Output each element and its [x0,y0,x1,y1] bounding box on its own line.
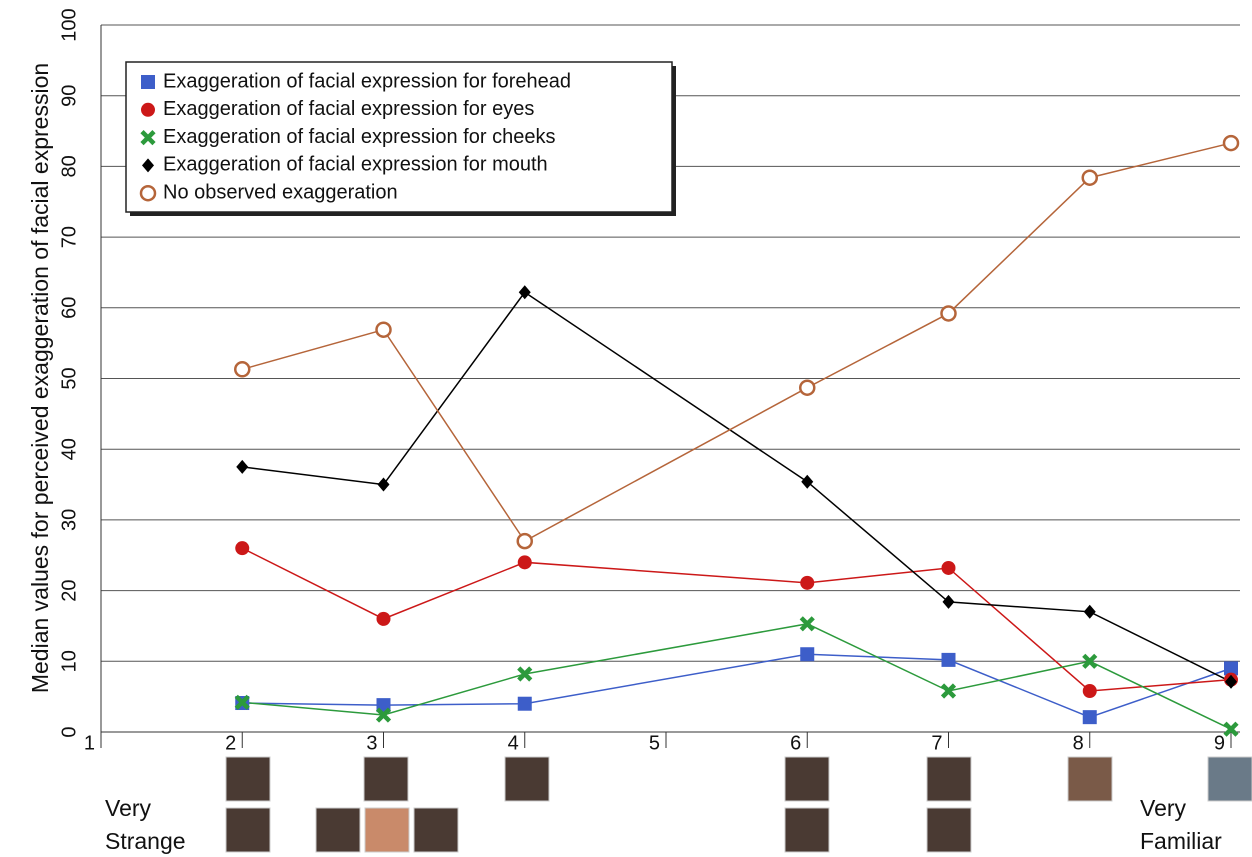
y-axis-label: Median values for perceived exaggeration… [27,63,53,693]
marker [1081,169,1098,186]
series-line [241,547,1232,692]
marker [942,594,955,609]
marker [517,666,533,682]
marker [941,560,956,575]
series-line [242,291,1232,683]
y-tick-label: 10 [58,650,80,672]
marker [234,361,251,378]
y-tick-label: 100 [58,8,80,41]
y-tick-label: 90 [58,85,80,107]
legend: Exaggeration of facial expression for fo… [125,61,676,216]
marker [376,611,391,626]
legend-label: Exaggeration of facial expression for mo… [163,154,548,176]
y-tick-label: 50 [58,367,80,389]
marker [940,305,957,322]
legend-label: Exaggeration of facial expression for ey… [163,98,534,120]
y-tick-label: 60 [58,297,80,319]
legend-label: No observed exaggeration [163,181,398,203]
thumbnails [225,756,1252,853]
marker [235,541,250,556]
x-tick-label: 7 [931,732,942,754]
marker [518,285,531,300]
legend-label: Exaggeration of facial expression for fo… [163,70,571,92]
annotation: Very [1140,795,1187,821]
marker [375,707,392,723]
marker [1083,604,1096,619]
marker [234,694,250,710]
marker [799,616,815,632]
annotation: Very [105,795,152,821]
legend-label: Exaggeration of facial expression for ch… [163,126,555,148]
x-tick-label: 3 [366,732,377,754]
marker [375,321,392,338]
marker [139,184,157,202]
marker [141,102,155,117]
marker [1224,661,1238,676]
marker [377,477,390,492]
x-tick-label: 4 [508,732,519,754]
y-tick-label: 70 [58,226,80,248]
legend-box [125,61,673,213]
x-tick-label: 5 [649,732,660,754]
marker [800,575,815,590]
marker [236,459,249,474]
marker [140,130,156,146]
marker [517,555,532,570]
marker [941,652,956,667]
y-tick-label: 40 [58,438,80,460]
y-tick-label: 20 [58,579,80,601]
marker [940,683,957,699]
marker [142,158,154,173]
marker [1225,674,1237,689]
marker [1082,683,1097,698]
y-tick-label: 30 [58,509,80,531]
marker [1082,710,1097,725]
marker [517,696,532,711]
x-tick-label: 8 [1073,732,1084,754]
x-tick-label: 6 [790,732,801,754]
x-tick-label: 1 [84,732,95,754]
annotation: Strange [105,828,186,854]
marker [1222,134,1240,152]
x-tick-label: 2 [225,732,236,754]
marker [1223,721,1239,737]
marker [800,647,815,662]
y-tick-label: 80 [58,155,80,177]
marker [799,379,816,396]
y-tick-label: 0 [58,726,80,737]
marker [1082,653,1098,669]
marker [141,75,155,89]
x-tick-label: 9 [1214,732,1225,754]
series-line [242,623,1232,730]
annotation: Familiar [1140,828,1222,854]
marker [801,474,814,489]
marker [516,532,533,550]
